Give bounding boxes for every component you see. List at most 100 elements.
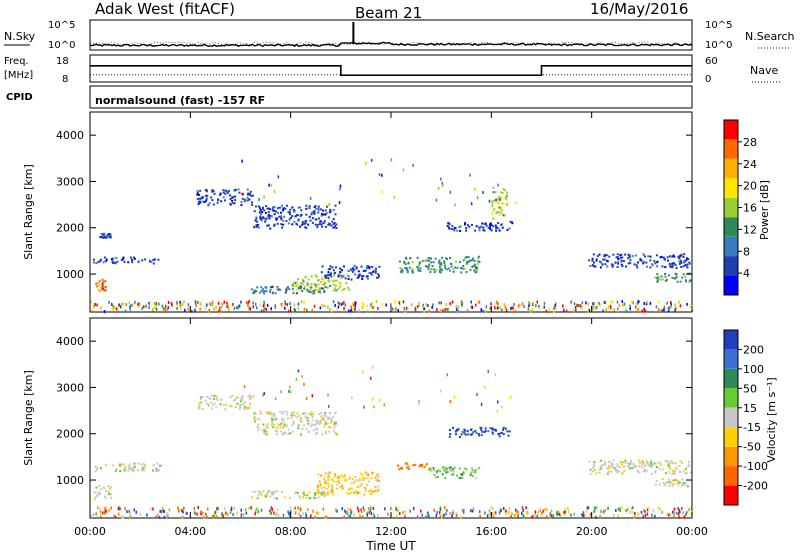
- power-ground-point: [148, 306, 150, 310]
- power-sparse-point: [268, 183, 270, 187]
- velocity-point: [331, 491, 334, 494]
- velocity-point: [359, 484, 362, 487]
- velocity-ground-point: [595, 506, 598, 510]
- velocity-point: [330, 419, 333, 422]
- velocity-point: [341, 484, 343, 487]
- power-point: [204, 194, 207, 197]
- velocity-ground-point: [513, 513, 516, 517]
- power-ground-point: [423, 309, 425, 313]
- power-point: [320, 280, 323, 283]
- velocity-point: [127, 469, 130, 472]
- power-point: [500, 209, 503, 212]
- power-ground-point: [610, 306, 612, 310]
- power-point: [366, 277, 369, 280]
- velocity-ground-point: [213, 513, 216, 517]
- velocity-point: [371, 490, 374, 493]
- velocity-ground-point: [160, 510, 163, 514]
- power-point: [474, 266, 477, 268]
- velocity-ground-point: [492, 514, 495, 518]
- velocity-ground-point: [425, 515, 427, 519]
- velocity-point: [341, 474, 343, 477]
- power-point: [595, 259, 598, 262]
- velocity-point: [638, 459, 640, 462]
- power-point: [496, 210, 499, 213]
- velocity-point: [299, 418, 302, 421]
- power-sparse-point: [454, 203, 456, 207]
- velocity-point: [443, 469, 446, 472]
- power-point: [313, 211, 316, 214]
- velocity-point: [107, 490, 110, 493]
- velocity-point: [685, 467, 688, 470]
- velocity-point: [241, 397, 244, 400]
- velocity-ground-point: [500, 508, 502, 512]
- power-point: [378, 275, 381, 277]
- velocity-point: [128, 468, 131, 471]
- power-point: [433, 268, 435, 271]
- velocity-point: [430, 470, 433, 473]
- velocity-ground-point: [452, 511, 454, 515]
- power-point: [253, 210, 256, 213]
- power-point: [309, 291, 312, 294]
- velocity-ground-point: [443, 506, 446, 510]
- power-point: [339, 267, 342, 270]
- velocity-point: [620, 461, 623, 464]
- power-point: [273, 223, 276, 226]
- power-point: [616, 256, 619, 259]
- power-ground-point: [300, 300, 303, 304]
- velocity-ground-point: [688, 508, 690, 512]
- velocity-point: [324, 481, 327, 484]
- power-point: [212, 203, 215, 206]
- velocity-point: [463, 431, 466, 434]
- power-point: [334, 287, 336, 290]
- velocity-ground-point: [471, 509, 474, 513]
- power-point: [205, 189, 208, 192]
- power-point: [291, 215, 294, 217]
- velocity-point: [673, 472, 676, 475]
- velocity-point: [243, 405, 246, 408]
- power-ground-point: [129, 305, 131, 309]
- power-ground-point: [167, 306, 170, 310]
- power-point: [321, 225, 324, 228]
- frequency-panel: [89, 54, 693, 83]
- date-title: 16/May/2016: [590, 0, 688, 18]
- power-ground-point: [320, 303, 323, 307]
- velocity-ground-point: [604, 508, 606, 512]
- power-ground-point: [585, 301, 587, 305]
- velocity-ground-point: [585, 509, 588, 513]
- velocity-point: [251, 490, 254, 493]
- velocity-point: [608, 467, 610, 470]
- power-ground-point: [512, 306, 515, 310]
- velocity-point: [229, 404, 231, 407]
- velocity-point: [198, 407, 201, 410]
- velocity-ground-point: [455, 512, 457, 516]
- power-point: [502, 188, 505, 191]
- power-ground-point: [232, 302, 234, 306]
- y-tick-label: 3000: [56, 175, 84, 188]
- power-ground-point: [154, 306, 156, 309]
- power-point: [317, 211, 320, 214]
- noise-right-label: N.Search: [745, 30, 795, 43]
- power-point: [276, 288, 279, 291]
- velocity-point: [675, 479, 678, 481]
- velocity-ground-point: [104, 511, 106, 515]
- power-ground-point: [445, 302, 447, 306]
- power-ground-point: [381, 302, 384, 306]
- velocity-ground-point: [290, 510, 292, 514]
- power-ground-point: [256, 306, 258, 310]
- power-point: [284, 207, 287, 210]
- velocity-ground-point: [305, 511, 307, 515]
- power-ground-point: [138, 302, 141, 306]
- noise-right-tick-low: 10^0: [705, 40, 732, 51]
- power-point: [640, 259, 643, 262]
- power-point: [612, 253, 615, 256]
- velocity-point: [471, 475, 474, 477]
- power-ground-point: [184, 308, 186, 312]
- power-point: [269, 214, 272, 217]
- power-ground-point: [194, 300, 197, 304]
- velocity-point: [328, 430, 331, 433]
- velocity-sparse-point: [305, 396, 308, 400]
- power-ground-point: [236, 306, 238, 310]
- velocity-ground-point: [254, 508, 257, 512]
- velocity-point: [638, 471, 641, 474]
- power-ground-point: [385, 303, 387, 307]
